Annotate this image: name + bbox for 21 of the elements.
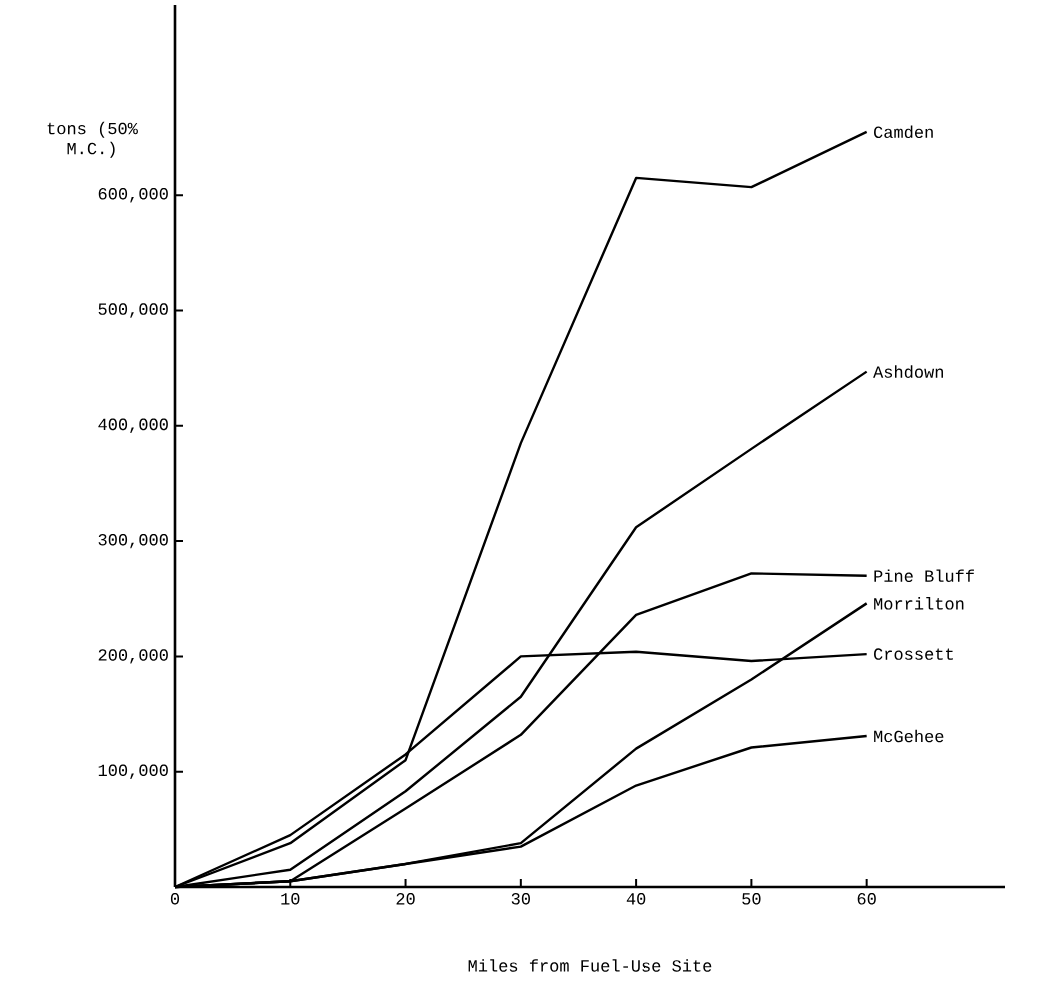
x-axis-title: Miles from Fuel-Use Site — [468, 959, 712, 972]
series-label: Morrilton — [874, 597, 964, 610]
y-tick-label: 600,000 — [98, 188, 168, 203]
y-tick-label: 100,000 — [98, 764, 168, 779]
x-tick-label: 40 — [626, 893, 646, 905]
y-tick-label: 400,000 — [98, 418, 168, 434]
x-tick-label: 10 — [281, 893, 300, 905]
series-label: Pine Bluff — [874, 569, 974, 582]
series-label: Ashdown — [873, 365, 943, 378]
x-tick-label: 0 — [170, 893, 180, 905]
series-label: McGehee — [874, 729, 944, 743]
y-axis-title: tons (50% M.C.) — [47, 121, 138, 158]
y-tick-label: 500,000 — [98, 303, 168, 318]
y-tick-label: 200,000 — [98, 649, 168, 664]
x-tick-label: 30 — [511, 893, 530, 905]
x-tick-label: 50 — [742, 893, 761, 905]
x-tick-label: 60 — [857, 893, 876, 905]
y-tick-label: 300,000 — [98, 533, 168, 549]
series-label: Crossett — [874, 648, 953, 660]
series-label: Camden — [874, 125, 933, 139]
x-tick-label: 20 — [396, 893, 415, 905]
